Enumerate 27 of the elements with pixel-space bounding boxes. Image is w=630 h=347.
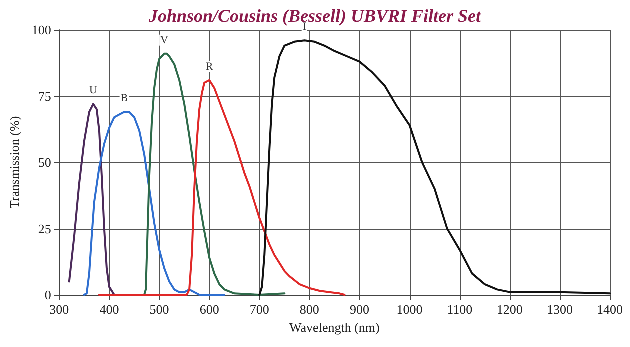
x-tick-label: 500 [150,302,170,317]
series-label: U [89,84,98,97]
x-tick-label: 900 [350,302,370,317]
x-tick-label: 1300 [546,302,573,317]
x-tick-label: 300 [50,302,70,317]
series-label: B [120,92,128,105]
line-series [143,52,286,296]
line-series [258,40,611,296]
x-tick-label: 1100 [447,302,473,317]
x-tick-label: 400 [100,302,120,317]
line-series [83,111,226,296]
y-tick-label: 50 [38,155,52,170]
line-series [98,79,346,296]
x-tick-label: 1200 [496,302,523,317]
y-axis-title: Transmission (%) [7,116,22,209]
x-tick-label: 1400 [597,302,623,317]
x-tick-label: 600 [200,302,220,317]
y-tick-label: 25 [38,221,52,236]
y-tick-label: 75 [38,88,52,104]
series-label: R [206,60,214,73]
x-tick-label: 700 [250,302,270,317]
series-label: V [160,34,169,46]
x-tick-label: 1000 [396,302,423,317]
y-tick-label: 100 [32,22,52,38]
y-tick-label: 0 [44,288,52,302]
x-axis-title: Wavelength (nm) [290,320,380,335]
x-tick-label: 800 [300,302,320,317]
